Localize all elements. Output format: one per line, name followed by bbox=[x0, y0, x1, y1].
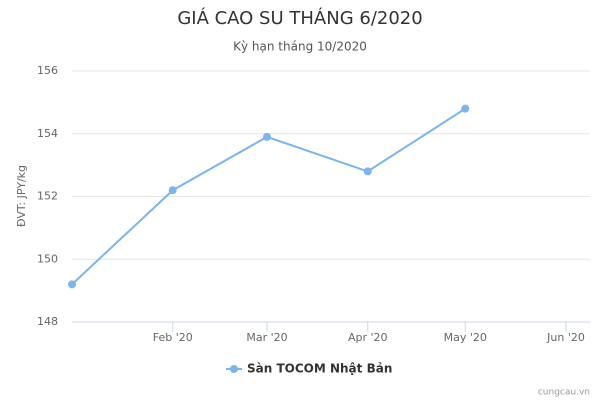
chart-title: GIÁ CAO SU THÁNG 6/2020 bbox=[177, 7, 422, 29]
legend-label: Sàn TOCOM Nhật Bản bbox=[247, 362, 392, 376]
point bbox=[263, 132, 271, 141]
credit: cungcau.vn bbox=[538, 388, 590, 398]
point bbox=[68, 280, 76, 289]
chart-subtitle: Kỳ hạn tháng 10/2020 bbox=[233, 40, 367, 54]
x-tick-label: Mar '20 bbox=[246, 331, 287, 344]
y-tick-label: 156 bbox=[37, 64, 58, 77]
x-tick-label: May '20 bbox=[444, 331, 487, 344]
y-tick-label: 150 bbox=[37, 252, 58, 265]
point bbox=[168, 186, 177, 195]
y-tick-label: 154 bbox=[37, 127, 58, 140]
y-tick-label: 148 bbox=[37, 315, 58, 328]
x-tick-label: Jun '20 bbox=[546, 331, 585, 344]
point bbox=[461, 104, 470, 113]
x-tick-label: Feb '20 bbox=[153, 331, 193, 344]
x-tick-label: Apr '20 bbox=[348, 331, 388, 344]
point bbox=[363, 167, 372, 176]
y-tick-label: 152 bbox=[37, 190, 58, 203]
legend-symbol bbox=[230, 365, 238, 373]
y-axis-label: ĐVT: JPY/kg bbox=[15, 165, 28, 227]
